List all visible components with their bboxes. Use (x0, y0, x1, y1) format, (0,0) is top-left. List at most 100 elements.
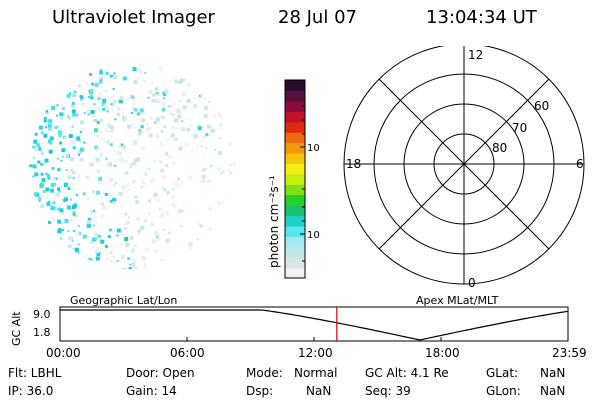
uv-pixel (141, 146, 145, 150)
uv-pixel (72, 146, 76, 150)
uv-pixel (113, 99, 117, 103)
uv-pixel (67, 116, 71, 120)
time-label: 13:04:34 UT (426, 7, 537, 28)
timeline-y-top: 9.0 (33, 308, 51, 321)
uv-pixel (88, 257, 91, 260)
uv-pixel (219, 172, 223, 175)
uv-pixel (96, 190, 100, 195)
uv-pixel (186, 98, 191, 103)
uv-pixel (162, 175, 166, 180)
uv-pixel (162, 186, 165, 189)
colorbar-cell (285, 90, 305, 102)
uv-pixel (40, 162, 44, 166)
uv-pixel (45, 110, 49, 114)
uv-pixel (166, 154, 169, 157)
uv-pixel (167, 231, 171, 235)
uv-pixel (99, 70, 104, 75)
uv-pixel (94, 232, 98, 236)
uv-pixel (59, 205, 63, 209)
uv-pixel (165, 138, 168, 141)
uv-pixel (152, 93, 156, 97)
uv-pixel (36, 143, 41, 148)
uv-pixel (54, 126, 58, 130)
uv-pixel (133, 259, 136, 263)
uv-pixel (70, 140, 75, 145)
uv-pixel (92, 119, 96, 123)
uv-pixel (116, 112, 120, 116)
uv-pixel (219, 137, 222, 140)
uv-pixel (125, 242, 130, 247)
uv-pixel (86, 220, 91, 225)
uv-pixel (179, 225, 182, 228)
uv-pixel (107, 130, 110, 133)
polar-label-18: 18 (346, 157, 361, 171)
uv-pixel (47, 175, 51, 179)
uv-pixel (47, 139, 52, 144)
colorbar-tick-label-10: 10 (307, 230, 320, 241)
uv-pixel (111, 77, 114, 79)
uv-pixel (103, 104, 106, 107)
uv-pixel (182, 127, 185, 130)
uv-pixel (178, 146, 183, 151)
uv-pixel (155, 235, 160, 239)
uv-pixel (41, 178, 46, 183)
uv-pixel (83, 141, 86, 144)
info-mode-value: Normal (294, 366, 338, 380)
uv-pixel (165, 238, 170, 243)
uv-pixel (75, 232, 79, 236)
uv-pixel (43, 119, 47, 123)
uv-pixel (96, 134, 100, 138)
uv-pixel (106, 107, 110, 111)
uv-pixel (38, 197, 42, 201)
app-title: Ultraviolet Imager (52, 7, 215, 28)
uv-pixel (122, 76, 127, 81)
uv-pixel (132, 162, 136, 166)
uv-pixel (199, 94, 201, 97)
uv-pixel (92, 114, 96, 118)
uv-pixel (121, 145, 126, 150)
uv-pixel (96, 169, 101, 174)
timeline-tick-label-1800: 18:00 (425, 346, 460, 360)
uv-pixel (92, 190, 96, 194)
colorbar-cell (285, 111, 305, 123)
uv-pixel (143, 263, 146, 266)
uv-pixel (51, 206, 56, 211)
uv-pixel (146, 127, 150, 132)
uv-pixel (123, 267, 126, 269)
uv-pixel (125, 160, 128, 162)
uv-pixel (129, 165, 133, 169)
uv-pixel (137, 77, 140, 80)
uv-pixel (137, 112, 141, 116)
uv-pixel (229, 171, 233, 175)
uv-pixel (66, 94, 71, 99)
uv-pixel (188, 118, 191, 121)
uv-pixel (155, 117, 160, 122)
uv-pixel (159, 160, 163, 164)
uv-pixel (148, 168, 151, 170)
uv-pixel (67, 244, 72, 249)
uv-pixel (154, 178, 157, 181)
info-flt: Flt: LBHL (8, 366, 62, 380)
info-gc-alt: GC Alt: 4.1 Re (365, 366, 449, 380)
uv-pixel (98, 80, 102, 84)
uv-pixel (134, 108, 138, 112)
uv-pixel (155, 99, 160, 104)
uv-pixel (60, 237, 63, 240)
uv-pixel (40, 131, 44, 135)
uv-pixel (135, 142, 137, 145)
uv-pixel (175, 183, 180, 188)
uv-pixel (94, 237, 98, 241)
uv-pixel (210, 128, 215, 133)
uv-pixel (200, 93, 204, 97)
uv-pixel (93, 210, 97, 214)
uv-pixel (46, 173, 50, 177)
uv-pixel (128, 216, 131, 219)
uv-pixel (173, 205, 177, 209)
uv-pixel (110, 129, 114, 133)
uv-pixel (104, 193, 108, 196)
timeline-panel (59, 306, 569, 342)
uv-pixel (189, 124, 192, 127)
uv-pixel (57, 187, 60, 191)
colorbar-cell (285, 246, 305, 258)
uv-pixel (48, 119, 53, 124)
